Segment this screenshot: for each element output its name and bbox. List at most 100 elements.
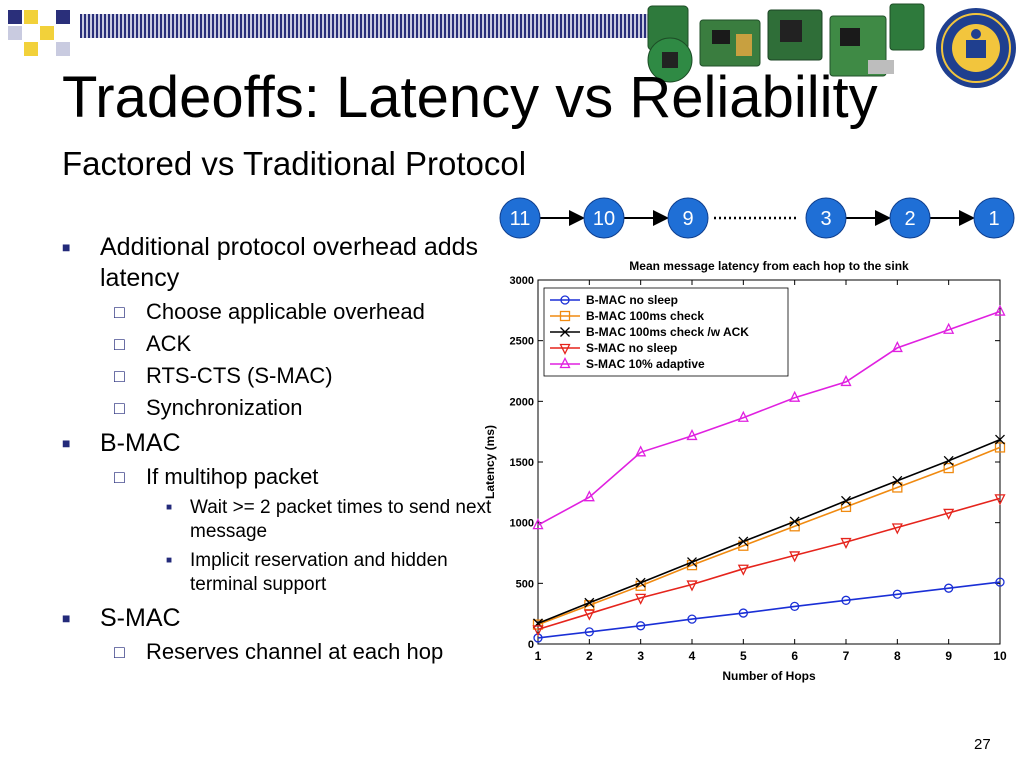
x-tick-label: 10 <box>993 649 1007 663</box>
data-point <box>789 551 801 563</box>
x-tick-label: 8 <box>894 649 901 663</box>
data-point <box>635 593 647 605</box>
data-point <box>559 357 571 369</box>
legend-box <box>543 287 789 377</box>
y-tick-label: 1000 <box>510 518 534 530</box>
sub-bullet-item: □ RTS-CTS (S-MAC) <box>114 363 333 388</box>
x-tick-label: 1 <box>535 649 542 663</box>
legend-label: B-MAC no sleep <box>586 293 678 307</box>
deco-square-light <box>8 26 22 40</box>
chart-title: Mean message latency from each hop to th… <box>629 259 909 273</box>
x-tick-label: 6 <box>791 649 798 663</box>
series-group <box>532 304 1006 530</box>
latency-line-chart: Mean message latency from each hop to th… <box>483 259 1007 683</box>
small-square-bullet-icon: ■ <box>166 555 173 566</box>
hollow-square-bullet-icon: □ <box>114 467 125 487</box>
data-point <box>636 621 646 631</box>
data-point <box>635 580 646 591</box>
y-tick-label: 0 <box>528 639 534 651</box>
hollow-square-bullet-icon: □ <box>114 398 125 418</box>
y-tick-label: 2000 <box>510 396 534 408</box>
data-point <box>943 462 954 474</box>
y-tick-label: 3000 <box>510 275 534 287</box>
bullet-item: ■ B-MAC <box>62 429 181 457</box>
data-point <box>892 482 903 493</box>
deco-square-dark <box>8 10 22 24</box>
deco-square-light <box>56 42 70 56</box>
data-point <box>994 494 1006 506</box>
hop-node-circle <box>667 197 709 239</box>
data-point <box>559 310 571 322</box>
series-group <box>532 442 1006 630</box>
legend-label: S-MAC 10% adaptive <box>586 357 705 371</box>
legend-label: B-MAC 100ms check /w ACK <box>586 325 749 339</box>
x-tick-label: 2 <box>586 649 593 663</box>
x-axis-label: Number of Hops <box>722 669 816 683</box>
slide-title: Tradeoffs: Latency vs Reliability <box>62 65 878 130</box>
hop-node-label: 2 <box>904 208 915 230</box>
hollow-square-bullet-icon: □ <box>114 302 125 322</box>
slide-subtitle: Factored vs Traditional Protocol <box>62 145 527 182</box>
data-point <box>790 601 800 612</box>
hollow-square-bullet-icon: □ <box>114 366 125 386</box>
data-point <box>840 374 852 387</box>
bullet-item: ■ S-MAC <box>62 604 181 632</box>
series-line <box>537 581 1001 639</box>
data-point <box>532 625 544 637</box>
series-line <box>537 438 1001 625</box>
hop-node-circle <box>805 197 847 239</box>
hop-node-circle <box>889 197 931 239</box>
sensor-boards-image <box>647 3 925 83</box>
hop-node-label: 1 <box>988 208 999 230</box>
bullet-item: ■ Additional protocol overhead adds laten… <box>62 233 479 292</box>
data-point <box>892 589 902 599</box>
x-tick-label: 9 <box>945 649 952 663</box>
series-group <box>533 434 1005 629</box>
sub-sub-bullet-item: ■ Implicit reservation and hidden termina… <box>166 550 448 595</box>
square-bullet-icon: ■ <box>62 435 71 451</box>
legend-label: B-MAC 100ms check <box>586 309 704 323</box>
series-line <box>537 446 1001 626</box>
data-point <box>789 390 801 402</box>
data-point <box>994 304 1006 316</box>
series-group <box>533 577 1005 643</box>
data-point <box>560 327 570 337</box>
hollow-square-bullet-icon: □ <box>114 642 125 662</box>
data-point <box>687 557 697 568</box>
page-number: 27 <box>974 736 991 753</box>
data-point <box>789 516 800 527</box>
y-axis-label: Latency (ms) <box>483 425 497 499</box>
data-point <box>892 475 903 486</box>
data-point <box>841 595 851 605</box>
hollow-square-bullet-icon: □ <box>114 334 125 354</box>
data-point <box>841 495 851 506</box>
data-point <box>737 564 749 576</box>
data-point <box>583 609 595 621</box>
x-tick-label: 4 <box>689 649 696 663</box>
square-bullet-icon: ■ <box>62 239 71 255</box>
sub-bullet-item: □ ACK <box>114 331 192 356</box>
hop-node-label: 9 <box>682 208 693 230</box>
data-point <box>995 434 1005 445</box>
data-point <box>686 428 698 441</box>
data-point <box>687 614 697 624</box>
small-square-bullet-icon: ■ <box>166 502 173 513</box>
hop-node-label: 10 <box>593 208 615 230</box>
deco-square-yellow <box>24 42 38 56</box>
deco-square-dark <box>56 10 70 24</box>
sub-bullet-item: □ If multihop packet <box>114 464 319 489</box>
series-line <box>537 310 1001 526</box>
data-point <box>584 627 594 637</box>
data-point <box>840 537 852 550</box>
hop-node-label: 11 <box>510 208 531 230</box>
data-point <box>891 340 903 353</box>
data-point <box>943 322 955 334</box>
x-tick-label: 3 <box>637 649 644 663</box>
hop-node-circle <box>973 197 1015 239</box>
data-point <box>635 445 647 457</box>
data-point <box>994 442 1006 453</box>
data-point <box>840 501 852 513</box>
square-bullet-icon: ■ <box>62 610 71 626</box>
hop-chain-diagram: 11 10 9 3 2 1 <box>499 197 1015 239</box>
y-tick-label: 1500 <box>510 457 534 469</box>
